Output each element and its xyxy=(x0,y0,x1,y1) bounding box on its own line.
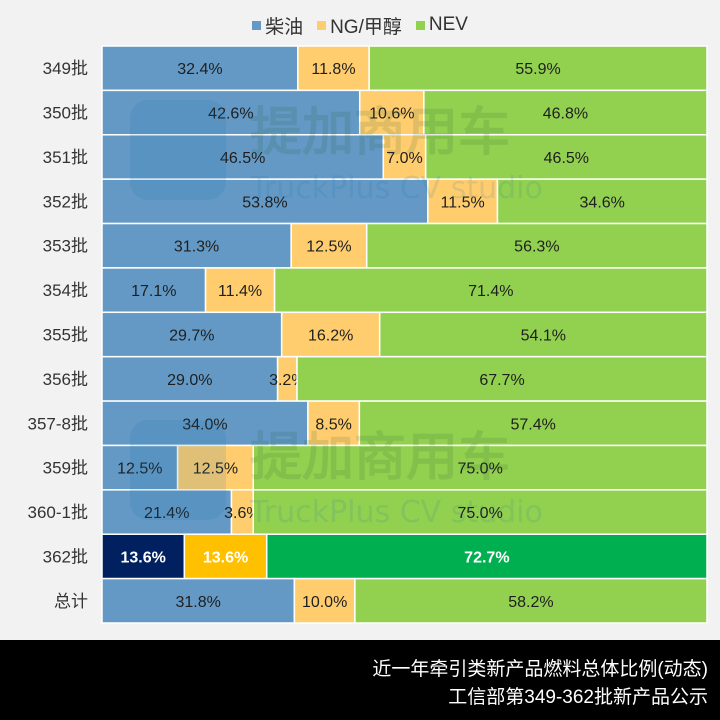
footer-title: 近一年牵引类新产品燃料总体比例(动态) xyxy=(372,659,708,680)
category-label: 359批 xyxy=(43,459,88,478)
data-label: 58.2% xyxy=(508,594,553,611)
bar-segment xyxy=(307,400,361,447)
category-label: 355批 xyxy=(43,326,88,345)
footer: 近一年牵引类新产品燃料总体比例(动态) 工信部第349-362批新产品公示 xyxy=(0,640,720,720)
category-labels-group: 349批 350批 351批 352批 353批 354批 355批 356批 357-8批 35… xyxy=(28,59,88,611)
stacked-bar-chart: 32.4% 11.8% 55.9% 42.6% 10.6% 46.8% 46.5% 7.0% 4… xyxy=(28,45,708,624)
data-label: 32.4% xyxy=(177,61,222,78)
data-label: 55.9% xyxy=(515,61,560,78)
category-label: 362批 xyxy=(43,547,88,566)
data-label: 7.0% xyxy=(386,150,422,167)
data-label: 46.5% xyxy=(544,150,589,167)
data-label: 46.5% xyxy=(220,150,265,167)
category-label: 351批 xyxy=(43,148,88,167)
data-label: 46.8% xyxy=(543,106,588,123)
bar-segment xyxy=(204,267,276,314)
data-label: 10.6% xyxy=(369,106,414,123)
data-label: 75.0% xyxy=(457,505,502,522)
bar-segment xyxy=(354,577,708,624)
bar-segment xyxy=(273,267,708,314)
category-label: 356批 xyxy=(43,370,88,389)
category-label: 349批 xyxy=(43,59,88,78)
category-label: 总计 xyxy=(54,592,88,611)
legend-label-nev: NEV xyxy=(428,14,468,35)
data-label: 67.7% xyxy=(479,372,524,389)
bars-group: 32.4% 11.8% 55.9% 42.6% 10.6% 46.8% 46.5% 7.0% 4… xyxy=(101,45,708,624)
footer-subtitle: 工信部第349-362批新产品公示 xyxy=(448,687,708,708)
bar-segment xyxy=(382,134,427,180)
bar-segment xyxy=(296,355,708,402)
data-label: 3.6% xyxy=(224,505,260,522)
data-label: 12.5% xyxy=(306,239,351,256)
bar-segment xyxy=(252,444,708,491)
legend-item-diesel: 柴油 xyxy=(252,12,303,39)
data-label: 8.5% xyxy=(315,416,351,433)
legend-item-ng: NG/甲醇 xyxy=(317,12,402,39)
bar-segment xyxy=(365,222,708,269)
category-label: 360-1批 xyxy=(28,503,88,522)
data-label: 12.5% xyxy=(193,461,238,478)
category-label: 350批 xyxy=(43,104,88,123)
legend-swatch-diesel xyxy=(252,20,262,30)
legend: 柴油 NG/甲醇 NEV xyxy=(0,12,720,38)
bar-segment xyxy=(496,178,708,225)
category-label: 352批 xyxy=(43,192,88,211)
data-label: 12.5% xyxy=(117,461,162,478)
data-label: 29.7% xyxy=(169,328,214,345)
category-label: 357-8批 xyxy=(28,414,88,433)
data-label: 53.8% xyxy=(242,194,287,211)
data-label: 13.6% xyxy=(120,549,165,566)
bar-segment xyxy=(101,178,429,225)
data-label: 17.1% xyxy=(131,283,176,300)
data-label: 21.4% xyxy=(144,505,189,522)
bar-segment xyxy=(101,400,309,447)
bar-segment xyxy=(423,89,708,136)
bar-segment xyxy=(293,577,356,624)
bar-segment xyxy=(101,134,385,180)
bar-segment xyxy=(368,45,708,92)
data-label: 29.0% xyxy=(167,372,212,389)
data-label: 56.3% xyxy=(514,239,559,256)
data-label: 75.0% xyxy=(457,461,502,478)
data-label: 31.8% xyxy=(176,594,221,611)
category-label: 354批 xyxy=(43,281,88,300)
data-label: 31.3% xyxy=(174,239,219,256)
data-label: 42.6% xyxy=(208,106,253,123)
data-label: 34.6% xyxy=(580,194,625,211)
data-label: 54.1% xyxy=(521,328,566,345)
bar-segment xyxy=(358,89,425,136)
legend-label-ng: NG/甲醇 xyxy=(330,16,402,38)
legend-item-nev: NEV xyxy=(415,14,468,36)
bar-segment xyxy=(290,222,368,269)
bar-segment xyxy=(265,533,708,580)
data-label: 16.2% xyxy=(308,328,353,345)
legend-swatch-nev xyxy=(415,20,425,30)
data-label: 72.7% xyxy=(464,549,509,566)
data-label: 11.5% xyxy=(441,194,485,211)
legend-label-diesel: 柴油 xyxy=(265,16,304,38)
bar-segment xyxy=(101,222,292,269)
data-label: 10.0% xyxy=(302,594,347,611)
bar-segment xyxy=(101,577,296,624)
data-label: 11.4% xyxy=(218,283,262,300)
bar-segment xyxy=(176,444,254,491)
data-label: 57.4% xyxy=(511,416,556,433)
legend-swatch-ng xyxy=(317,20,327,30)
bar-segment xyxy=(101,89,361,136)
bar-segment xyxy=(378,311,708,358)
category-label: 353批 xyxy=(43,237,88,256)
data-label: 11.8% xyxy=(311,61,355,78)
data-label: 71.4% xyxy=(468,283,513,300)
data-label: 34.0% xyxy=(182,416,227,433)
data-label: 13.6% xyxy=(203,549,248,566)
